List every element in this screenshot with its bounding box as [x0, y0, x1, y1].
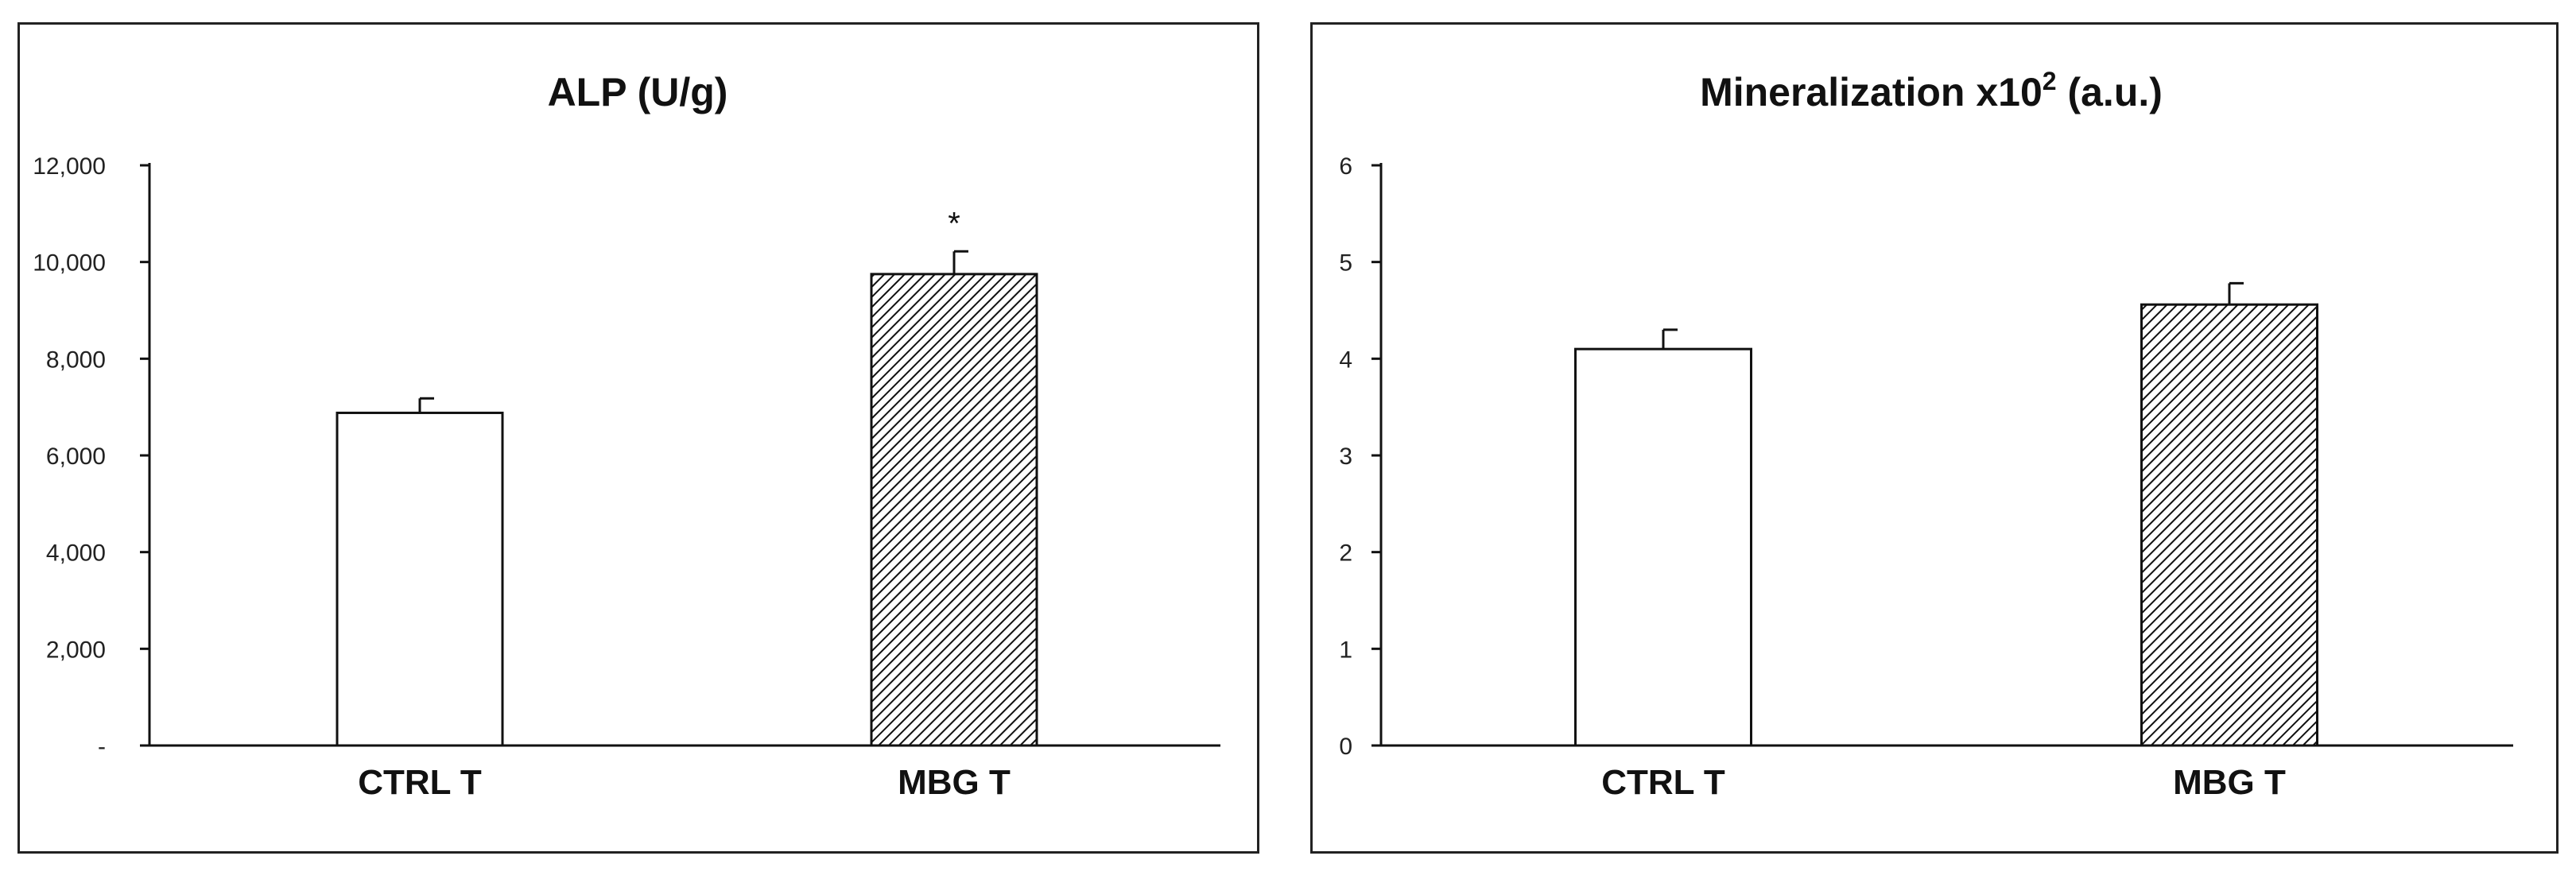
y-tick-label: 4,000	[46, 540, 106, 567]
y-tick-label: 8,000	[46, 347, 106, 373]
alp-chart-panel: ALP (U/g) - 2,000 4,000 6,000 8,000 10,000 12,…	[17, 22, 1259, 854]
x-category-label: MBG T	[2173, 763, 2286, 802]
y-tick-label: 3	[1339, 443, 1352, 470]
y-tick-label: 6,000	[46, 443, 106, 470]
y-tick-label: 2	[1339, 540, 1352, 567]
mineralization-chart-title: Mineralization x102 (a.u.)	[1700, 67, 2163, 114]
bar-ctrl-t	[336, 411, 504, 747]
y-tick-label: 1	[1339, 637, 1352, 663]
bar-mbg-t	[2140, 303, 2318, 747]
error-bar	[952, 250, 968, 274]
bar-ctrl-t	[1574, 347, 1752, 747]
y-tick-label: 5	[1339, 250, 1352, 277]
mineralization-title-tail: (a.u.)	[2057, 70, 2163, 114]
error-bar	[1662, 328, 1678, 350]
mineralization-title-main: Mineralization x10	[1700, 70, 2043, 114]
x-category-label: MBG T	[898, 763, 1011, 802]
y-tick-label: 10,000	[33, 250, 106, 277]
y-tick-label: 12,000	[33, 153, 106, 180]
significance-asterisk: *	[948, 206, 960, 241]
error-bar	[2228, 281, 2244, 305]
alp-chart: ALP (U/g) - 2,000 4,000 6,000 8,000 10,000 12,…	[33, 70, 1220, 802]
x-category-label: CTRL T	[358, 763, 482, 802]
y-tick-label: 0	[1339, 734, 1352, 760]
mineralization-chart-panel: Mineralization x102 (a.u.) 0 1 2 3 4 5 6 CTRL T…	[1310, 22, 2559, 854]
y-tick-label: 6	[1339, 153, 1352, 180]
x-category-label: CTRL T	[1601, 763, 1725, 802]
y-tick-label: 4	[1339, 347, 1352, 373]
y-tick-label: 2,000	[46, 637, 106, 663]
y-tick-label: -	[98, 734, 106, 760]
alp-chart-title: ALP (U/g)	[548, 70, 728, 114]
error-bar	[418, 397, 434, 413]
bar-mbg-t	[870, 273, 1038, 747]
mineralization-title-superscript: 2	[2043, 67, 2057, 95]
